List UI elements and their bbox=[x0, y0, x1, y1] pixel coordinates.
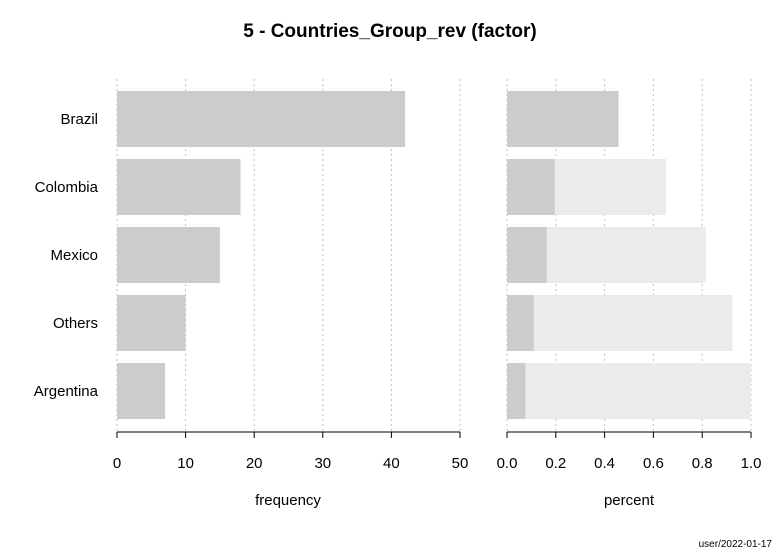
category-label: Others bbox=[53, 315, 98, 332]
freq-tick-label: 30 bbox=[314, 455, 331, 472]
category-label: Brazil bbox=[60, 111, 98, 128]
pct-cumulative-bar bbox=[507, 363, 751, 419]
pct-tick-label: 0.8 bbox=[692, 455, 713, 472]
freq-tick-label: 10 bbox=[177, 455, 194, 472]
pct-tick-label: 0.6 bbox=[643, 455, 664, 472]
freq-tick-label: 20 bbox=[246, 455, 263, 472]
chart-title: 5 - Countries_Group_rev (factor) bbox=[243, 21, 537, 42]
freq-bar bbox=[117, 363, 166, 419]
bars-layer bbox=[117, 91, 751, 419]
pct-cumulative-bar bbox=[507, 295, 733, 351]
footer-credit: user/2022-01-17 bbox=[699, 539, 773, 550]
percent-axis-label: percent bbox=[604, 492, 655, 509]
pct-bar bbox=[507, 363, 526, 419]
pct-bar bbox=[507, 227, 547, 283]
category-label: Colombia bbox=[35, 179, 99, 196]
pct-bar bbox=[507, 91, 619, 147]
freq-tick-label: 50 bbox=[452, 455, 469, 472]
pct-tick-label: 0.0 bbox=[497, 455, 518, 472]
freq-tick-label: 0 bbox=[113, 455, 121, 472]
freq-bar bbox=[117, 91, 406, 147]
freq-bar bbox=[117, 295, 186, 351]
pct-bar bbox=[507, 295, 534, 351]
pct-tick-label: 1.0 bbox=[741, 455, 762, 472]
axes-layer: 0 10 20 30 40 50 0.0 0.2 0.4 0.6 0.8 1.0 Brazil Colom… bbox=[34, 111, 762, 472]
pct-tick-label: 0.2 bbox=[545, 455, 566, 472]
frequency-axis-label: frequency bbox=[255, 492, 321, 509]
category-label: Argentina bbox=[34, 383, 99, 400]
freq-bar bbox=[117, 227, 220, 283]
pct-bar bbox=[507, 159, 555, 215]
freq-bar bbox=[117, 159, 241, 215]
freq-tick-label: 40 bbox=[383, 455, 400, 472]
pct-tick-label: 0.4 bbox=[594, 455, 615, 472]
category-label: Mexico bbox=[50, 247, 98, 264]
